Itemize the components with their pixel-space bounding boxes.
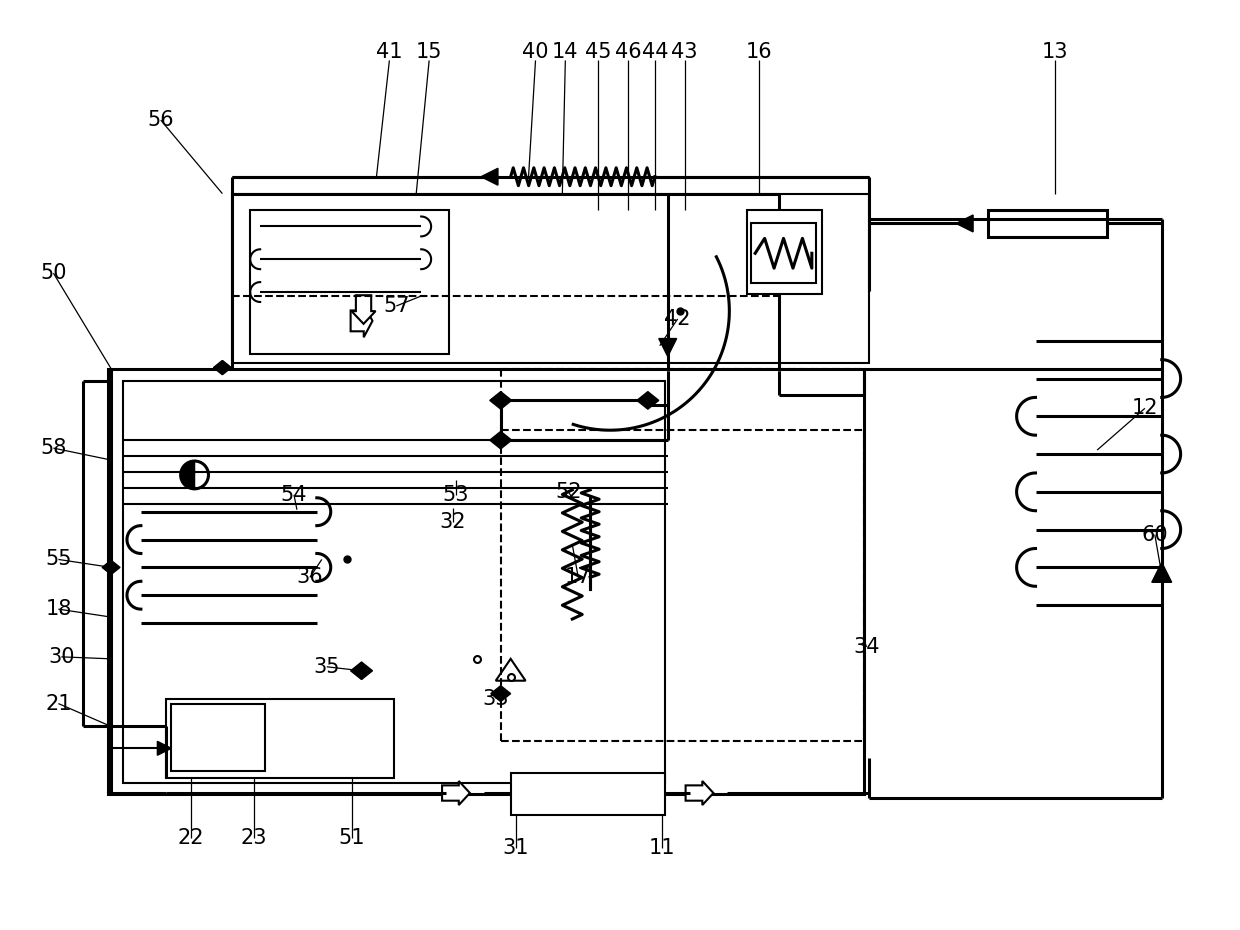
Text: 21: 21 — [45, 694, 72, 713]
Polygon shape — [443, 781, 470, 805]
Polygon shape — [112, 560, 120, 575]
Text: 36: 36 — [296, 567, 324, 588]
Polygon shape — [213, 361, 222, 375]
Polygon shape — [956, 215, 973, 232]
Text: 42: 42 — [665, 309, 691, 329]
Text: 30: 30 — [48, 647, 74, 667]
Bar — [232, 193, 868, 363]
Bar — [751, 223, 816, 283]
Polygon shape — [222, 361, 232, 375]
Polygon shape — [102, 560, 112, 575]
Text: 53: 53 — [443, 485, 469, 505]
Text: 57: 57 — [383, 296, 409, 316]
Text: 18: 18 — [45, 599, 72, 619]
Bar — [123, 380, 665, 783]
Text: 50: 50 — [40, 263, 67, 283]
Text: 34: 34 — [853, 637, 879, 657]
Polygon shape — [501, 392, 512, 409]
Text: 17: 17 — [565, 567, 591, 588]
Bar — [988, 209, 1107, 237]
Text: 52: 52 — [556, 482, 582, 502]
Polygon shape — [658, 339, 677, 356]
Text: 11: 11 — [649, 838, 675, 857]
Text: 31: 31 — [502, 838, 529, 857]
Polygon shape — [490, 432, 501, 449]
Polygon shape — [1152, 563, 1172, 582]
Text: 32: 32 — [440, 512, 466, 532]
Text: 51: 51 — [339, 828, 365, 848]
Polygon shape — [501, 685, 511, 701]
Text: 54: 54 — [280, 485, 308, 505]
Text: 41: 41 — [376, 43, 403, 62]
Text: 35: 35 — [314, 657, 340, 677]
Polygon shape — [362, 662, 372, 680]
Text: 40: 40 — [522, 43, 549, 62]
Bar — [250, 209, 449, 353]
Bar — [501, 368, 863, 741]
Polygon shape — [496, 658, 526, 681]
Text: 23: 23 — [241, 828, 268, 848]
Text: 13: 13 — [1042, 43, 1069, 62]
Polygon shape — [490, 392, 501, 409]
Text: 56: 56 — [148, 110, 174, 130]
Polygon shape — [481, 168, 498, 185]
Bar — [748, 209, 822, 294]
Polygon shape — [351, 662, 362, 680]
Text: 14: 14 — [552, 43, 579, 62]
Polygon shape — [686, 781, 713, 805]
Polygon shape — [181, 461, 195, 489]
Polygon shape — [501, 432, 512, 449]
Text: 22: 22 — [177, 828, 203, 848]
Bar — [171, 704, 265, 771]
Text: 15: 15 — [415, 43, 443, 62]
Polygon shape — [491, 685, 501, 701]
Text: 45: 45 — [585, 43, 611, 62]
Text: 33: 33 — [482, 688, 508, 709]
Text: 16: 16 — [745, 43, 773, 62]
Text: 43: 43 — [671, 43, 698, 62]
Polygon shape — [637, 392, 647, 409]
Bar — [511, 773, 665, 815]
Polygon shape — [351, 295, 376, 324]
Text: 55: 55 — [45, 550, 72, 569]
Polygon shape — [157, 741, 171, 755]
Text: 46: 46 — [615, 43, 641, 62]
Text: 60: 60 — [1142, 525, 1168, 545]
Polygon shape — [647, 392, 658, 409]
Text: 58: 58 — [40, 438, 67, 458]
Polygon shape — [351, 304, 372, 338]
Bar — [166, 698, 394, 778]
Bar — [108, 368, 863, 794]
Text: 44: 44 — [641, 43, 668, 62]
Text: 12: 12 — [1132, 398, 1158, 419]
